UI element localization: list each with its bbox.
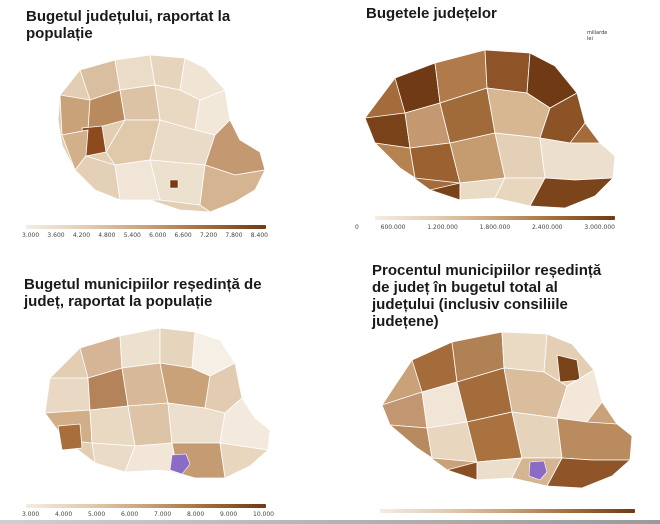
county-region [89, 405, 136, 447]
county-region [501, 331, 548, 373]
romania-map [44, 327, 271, 479]
legend-tick-label: 7.000 [154, 511, 172, 518]
panel-title: Bugetul municipiilor reședință de județ,… [24, 276, 262, 310]
legend-tick-label: 8.000 [187, 511, 205, 518]
legend-tick-label: 4.800 [98, 232, 116, 239]
legend-color-bar [26, 504, 266, 508]
county-region [119, 84, 161, 121]
legend-color-bar [380, 509, 635, 513]
county-region [556, 417, 633, 461]
county-region [539, 137, 616, 181]
bucharest-region [169, 453, 191, 475]
units-label: miliarde lei [587, 30, 608, 42]
legend-tick-label: 8.400 [250, 232, 268, 239]
county-region [388, 424, 433, 459]
legend-tick-label: 3.600 [47, 232, 65, 239]
legend-color-bar [26, 225, 266, 229]
bottom-strip [0, 520, 660, 524]
legend-tick-label: 3.000 [22, 511, 40, 518]
panel-title: Bugetele județelor [366, 5, 497, 22]
county-region [124, 442, 179, 474]
legend-tick-label: 7.800 [225, 232, 243, 239]
romania-map [57, 54, 266, 213]
legend-tick-label: 6.000 [149, 232, 167, 239]
legend-tick-label: 6.600 [174, 232, 192, 239]
legend-ticks: 3.000 4.000 5.000 6.000 7.000 8.000 9.000 10.00… [22, 511, 274, 518]
legend-tick-label: 0 [355, 224, 359, 231]
legend-tick-label: 1.800.000 [479, 224, 511, 231]
county-region [119, 327, 161, 369]
legend-tick-label: 4.000 [55, 511, 73, 518]
legend-ticks: 0 600.000 1.200.000 1.800.000 2.400.000 3.000… [355, 224, 615, 231]
legend-tick-label: 1.200.000 [427, 224, 458, 231]
county-region [44, 377, 91, 414]
bucharest-region [528, 460, 548, 481]
legend-tick-label: 6.000 [121, 511, 139, 518]
county-region [114, 54, 156, 91]
romania-map [364, 49, 616, 209]
legend-tick-label: 4.200 [72, 232, 91, 239]
county-region [57, 423, 83, 451]
panel-title: Procentul municipiilor reședință de jude… [372, 262, 602, 330]
legend-tick-label: 3.000.000 [584, 224, 615, 231]
legend-tick-label: 5.000 [88, 511, 106, 518]
county-region [159, 327, 196, 369]
legend-tick-label: 3.000 [22, 232, 40, 239]
legend-tick-label: 600.000 [380, 224, 406, 231]
county-region [127, 402, 173, 447]
county-region [373, 142, 416, 179]
legend-tick-label: 9.000 [220, 511, 238, 518]
county-region [484, 49, 531, 94]
county-region [219, 442, 269, 479]
legend-tick-label: 5.400 [123, 232, 141, 239]
county-region [364, 112, 411, 149]
county-region [556, 369, 603, 423]
county-region [546, 457, 632, 489]
county-region [539, 92, 586, 144]
legend-color-bar [375, 216, 615, 220]
legend-ticks: 3.000 3.600 4.200 4.800 5.400 6.000 6.600 7.200… [22, 232, 268, 239]
romania-map [381, 331, 633, 489]
legend-tick-label: 7.200 [199, 232, 218, 239]
legend-tick-label: 10.000 [253, 511, 274, 518]
panel-title: Bugetul județului, raportat la populație [26, 8, 231, 42]
county-region [199, 164, 266, 213]
legend-tick-label: 2.400.000 [532, 224, 563, 231]
bucharest-region [169, 179, 179, 189]
county-region [529, 177, 615, 209]
